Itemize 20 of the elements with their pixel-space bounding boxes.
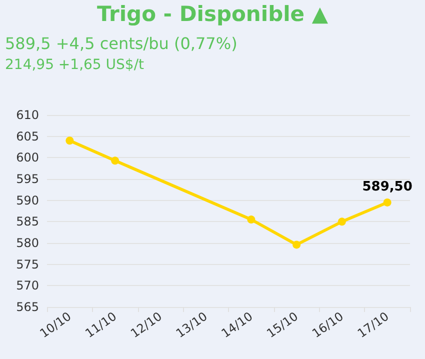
y-tick-label: 600: [16, 150, 39, 165]
y-tick-label: 605: [16, 129, 39, 144]
point: [338, 218, 346, 226]
y-tick-label: 595: [16, 172, 39, 186]
chart-title: Trigo - Disponible ▲: [96, 2, 330, 26]
point: [247, 216, 256, 224]
y-tick-label: 585: [16, 214, 39, 229]
point: [66, 136, 74, 145]
data-label: 589,50: [362, 179, 412, 194]
y-tick-label: 565: [16, 300, 39, 314]
y-tick-label: 590: [16, 193, 39, 208]
point: [111, 156, 120, 165]
y-tick-label: 575: [16, 257, 39, 272]
y-tick-label: 610: [16, 108, 39, 122]
text: 214,95 +1,65 US$/t: [5, 57, 144, 73]
chart-subtitle: 589,5 +4,5 cents/bu (0,77%): [5, 34, 238, 53]
y-tick-label: 570: [16, 278, 39, 293]
point: [292, 240, 301, 249]
point: [383, 198, 392, 206]
y-tick-label: 580: [16, 236, 39, 250]
